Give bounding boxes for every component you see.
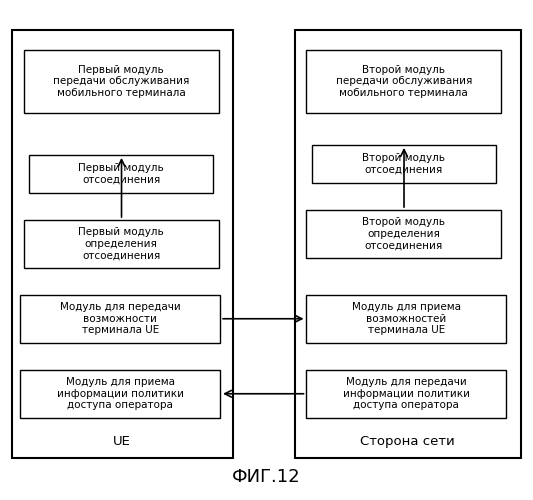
Bar	[20, 370, 220, 418]
Text: Первый модуль
отсоединения: Первый модуль отсоединения	[78, 163, 164, 184]
Text: Модуль для приема
возможностей
терминала UE: Модуль для приема возможностей терминала…	[352, 302, 461, 336]
Text: Второй модуль
отсоединения: Второй модуль отсоединения	[362, 153, 445, 174]
Bar	[29, 155, 213, 192]
Bar	[24, 220, 219, 268]
Bar	[306, 370, 506, 418]
Text: Модуль для передачи
информации политики
доступа оператора: Модуль для передачи информации политики …	[343, 377, 470, 410]
Text: UE: UE	[113, 435, 131, 448]
Text: Второй модуль
определения
отсоединения: Второй модуль определения отсоединения	[362, 217, 445, 250]
Text: Модуль для передачи
возможности
терминала UE: Модуль для передачи возможности терминал…	[60, 302, 181, 336]
Bar	[306, 210, 501, 258]
Text: Второй модуль
передачи обслуживания
мобильного терминала: Второй модуль передачи обслуживания моби…	[336, 64, 472, 98]
Bar	[312, 145, 496, 182]
Bar	[306, 295, 506, 343]
Text: Первый модуль
определения
отсоединения: Первый модуль определения отсоединения	[78, 227, 164, 260]
Text: ФИГ.12: ФИГ.12	[232, 468, 301, 486]
Bar	[295, 30, 521, 458]
Text: Модуль для приема
информации политики
доступа оператора: Модуль для приема информации политики до…	[56, 377, 184, 410]
Bar	[24, 50, 219, 112]
Bar	[306, 50, 501, 112]
Bar	[12, 30, 233, 458]
Bar	[20, 295, 220, 343]
Text: Первый модуль
передачи обслуживания
мобильного терминала: Первый модуль передачи обслуживания моби…	[53, 64, 189, 98]
Text: Сторона сети: Сторона сети	[360, 435, 455, 448]
